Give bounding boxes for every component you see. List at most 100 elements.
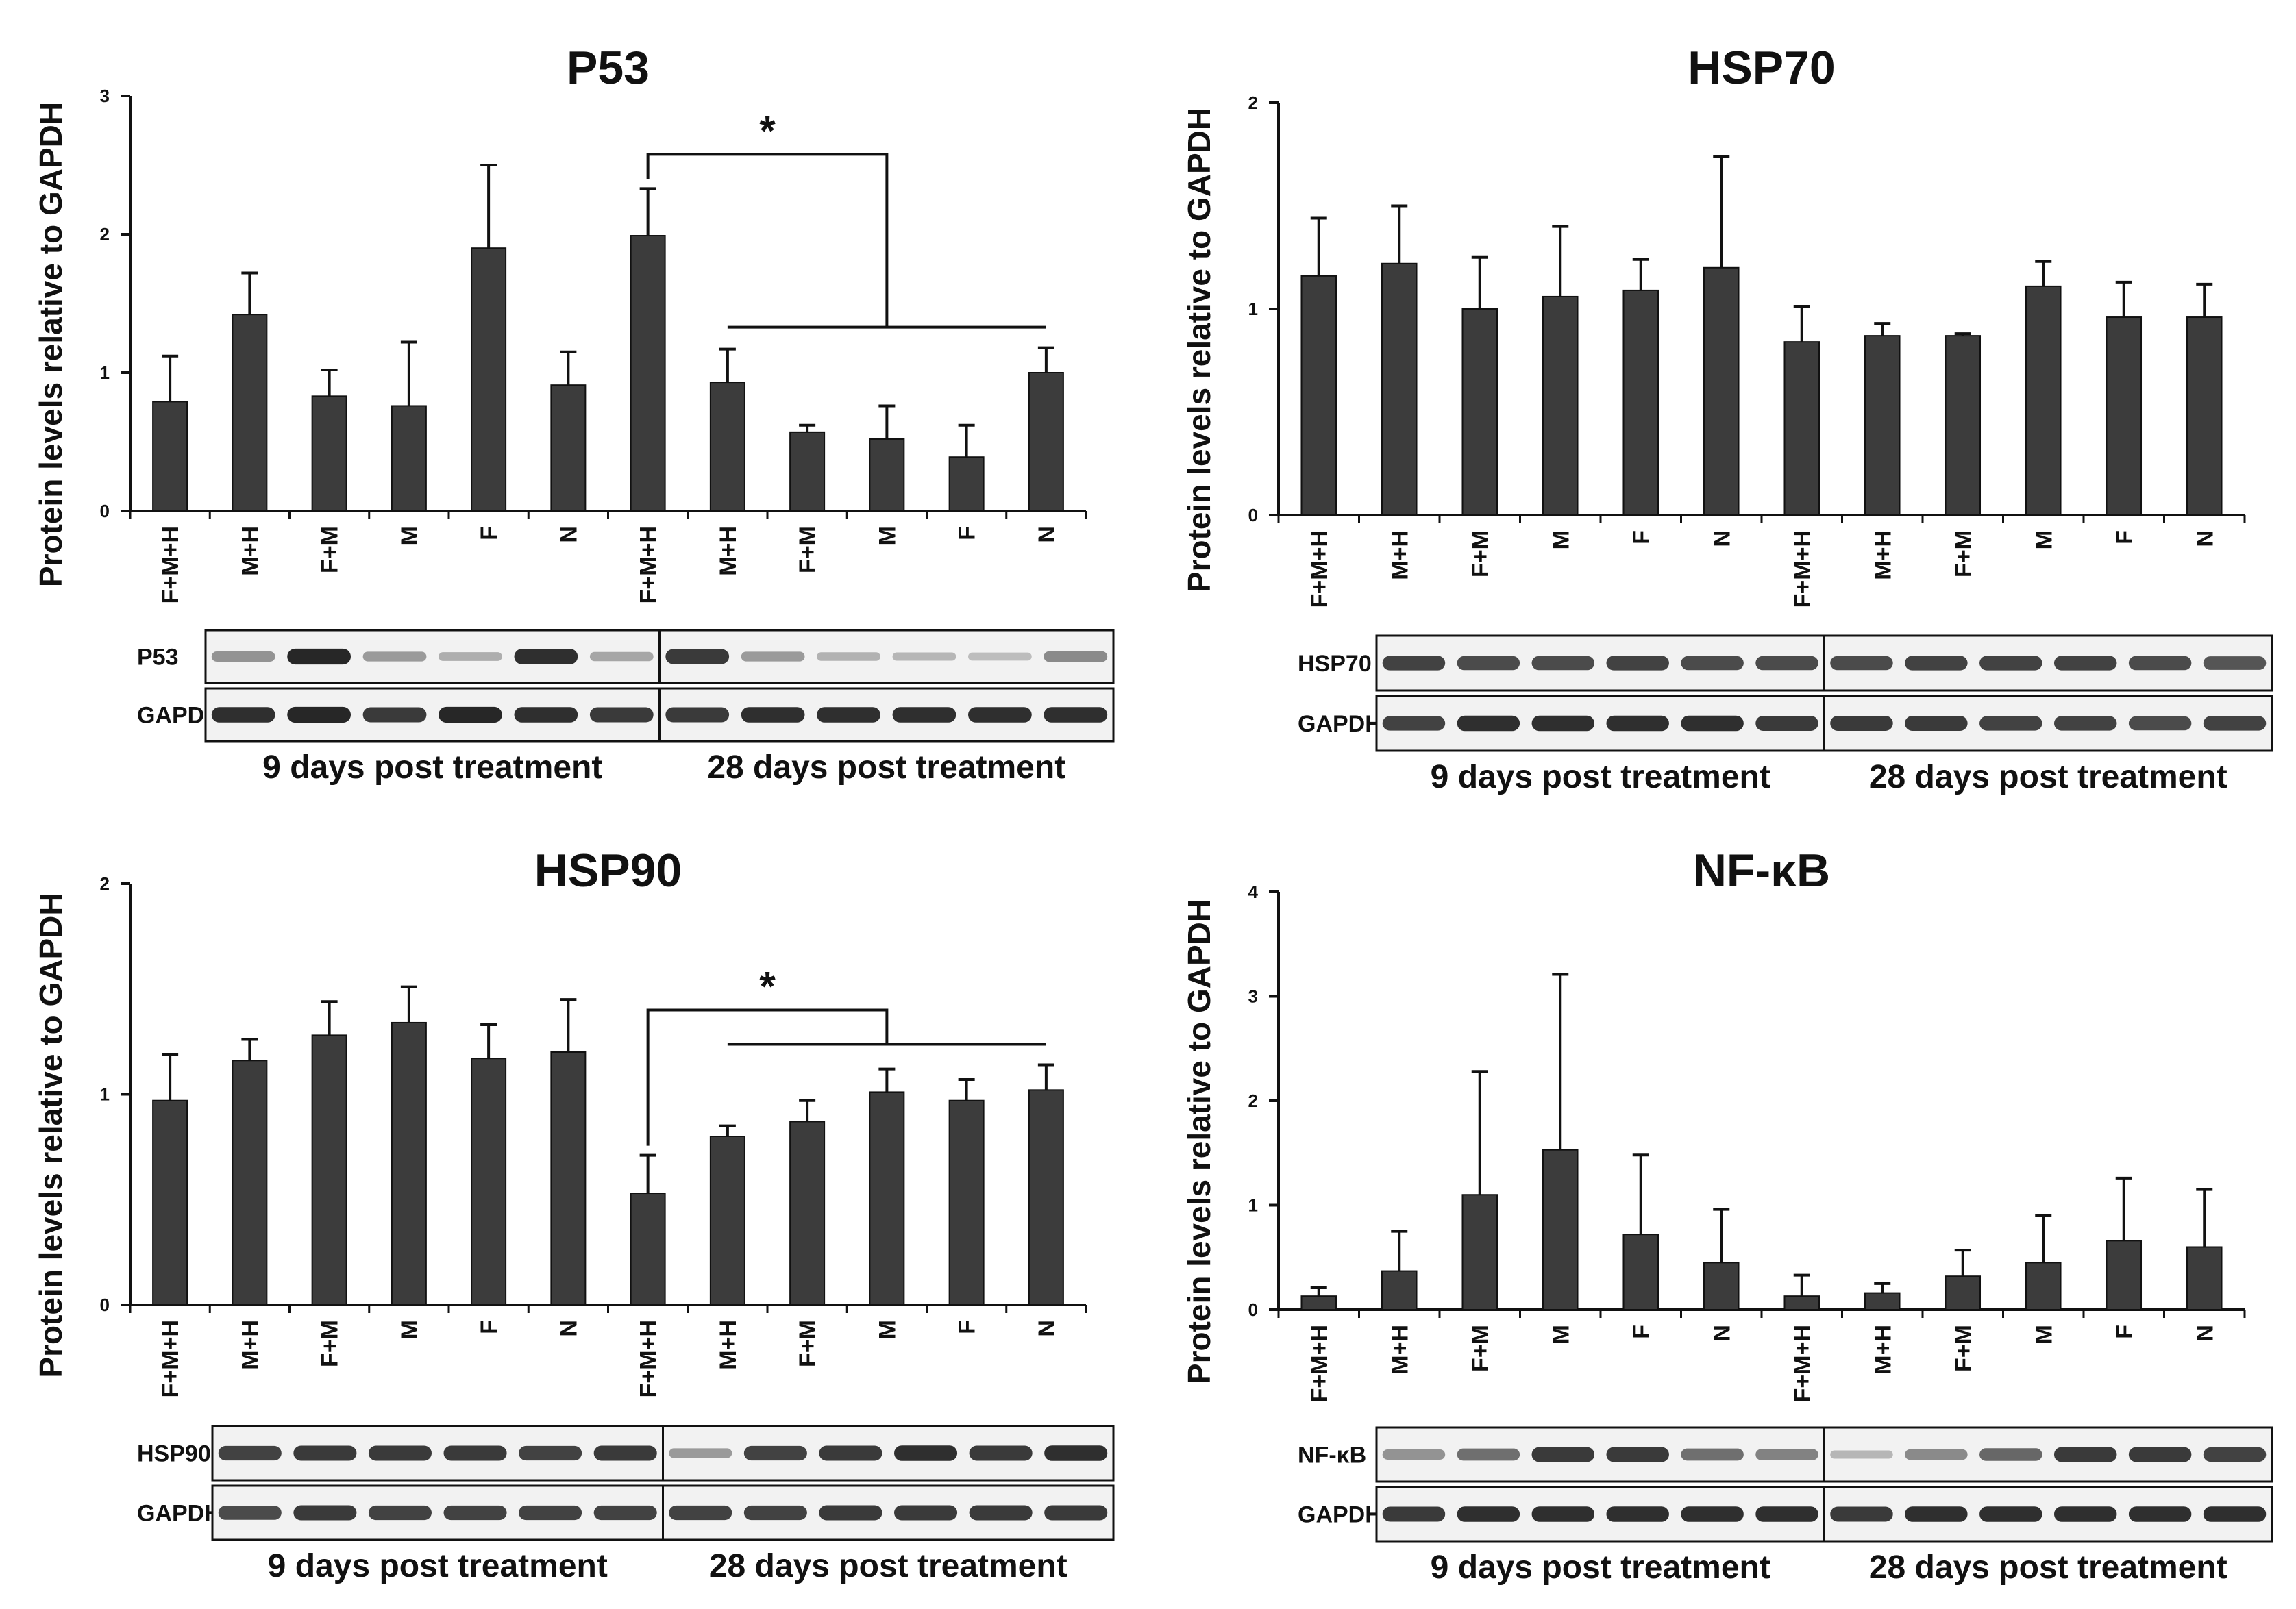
x-tick-label: F+M [795, 526, 821, 573]
x-tick-label: M [2031, 530, 2057, 549]
bar [948, 456, 985, 512]
blot-band [1755, 1506, 1818, 1522]
x-tick-label: N [1034, 1320, 1060, 1337]
bar [550, 1051, 587, 1306]
x-tick-label: M [2031, 1325, 2057, 1344]
x-tick-label: F [1629, 1325, 1655, 1339]
blot-band [1457, 715, 1520, 732]
chart-nfkb: NF-κB Protein levels relative to GAPDH 0 1 2… [1181, 845, 2273, 1586]
blot-band [1755, 1449, 1818, 1460]
blot-band [1905, 1506, 1968, 1522]
blot-band [1044, 1505, 1108, 1521]
y-axis-label: Protein levels relative to GAPDH [33, 893, 69, 1377]
blot-band [817, 652, 880, 661]
chart-p53: P53 Protein levels relative to GAPDH 0 1 2 3 F… [33, 42, 1115, 786]
y-tick-label: 2 [1248, 92, 1258, 113]
blot-band [211, 651, 275, 662]
x-tick-label: F+M+H [158, 1320, 184, 1397]
blot-band [1979, 1448, 2042, 1461]
x-tick-label: F [476, 1320, 502, 1334]
bar [471, 247, 507, 512]
blot-row-label: P53 [137, 645, 179, 671]
x-tick-label: N [2192, 1325, 2218, 1342]
blot-group-label: 9 days post treatment [1431, 1549, 1770, 1586]
y-tick-label: 0 [100, 1295, 110, 1315]
blot-band [1531, 715, 1595, 732]
blot-band [2053, 656, 2117, 671]
x-tick-label: N [1034, 526, 1060, 543]
x-tick-label: F+M [317, 1320, 343, 1367]
blot-band [1681, 656, 1744, 671]
blot-band [665, 649, 730, 664]
blot-band [2128, 1506, 2192, 1522]
blot-band [1382, 1449, 1446, 1460]
blot-band [743, 1445, 807, 1461]
blot-row-label: GAPDH [137, 1501, 221, 1527]
bar [471, 1058, 507, 1306]
blot-band [894, 1505, 958, 1521]
x-tick-label: M [874, 526, 900, 545]
blot-band [1606, 1506, 1669, 1522]
blot-band [2053, 1447, 2117, 1462]
blot-band [1044, 1445, 1108, 1461]
x-tick-label: M+H [1387, 530, 1413, 580]
x-tick-label: N [556, 526, 582, 543]
blot-band [211, 707, 275, 723]
x-tick-label: F [954, 526, 980, 540]
blot-band [439, 652, 502, 661]
x-tick-label: M [1548, 530, 1574, 549]
blot-band [287, 706, 351, 723]
blot-band [892, 707, 956, 723]
bar [1783, 341, 1820, 516]
blot-band [892, 652, 956, 661]
blot-band [1382, 1506, 1446, 1522]
blot-row-label: NF-κB [1298, 1443, 1366, 1469]
x-tick-label: M+H [1870, 1325, 1896, 1375]
blot-band [2128, 716, 2192, 731]
blot-band [514, 707, 578, 723]
blot-band [1905, 716, 1968, 731]
x-tick-label: N [1709, 530, 1735, 547]
y-tick-label: 2 [100, 873, 110, 894]
significance-star: * [759, 108, 776, 153]
bar [2186, 316, 2223, 516]
bar [1864, 335, 1901, 516]
blot-band [968, 652, 1032, 661]
blot-band [1382, 716, 1446, 731]
bar [550, 384, 587, 512]
bar [311, 1034, 347, 1306]
bar [1300, 1295, 1337, 1310]
blot-band [1830, 656, 1893, 671]
bar [709, 382, 745, 512]
blot-band [218, 1445, 282, 1461]
blot-group-label: 9 days post treatment [268, 1548, 608, 1584]
x-tick-label: F [2112, 530, 2138, 545]
bar [391, 405, 427, 512]
blot-band [1755, 716, 1818, 731]
blot-band [741, 651, 805, 662]
x-tick-label: F+M+H [636, 1320, 662, 1397]
blot-band [2203, 1447, 2267, 1462]
bar [869, 1091, 905, 1306]
x-tick-label: N [1709, 1325, 1735, 1342]
blot-band [362, 651, 427, 662]
blot-band [1382, 656, 1446, 671]
blot-band [819, 1445, 882, 1461]
chart-hsp70: HSP70 Protein levels relative to GAPDH 0 1 2… [1181, 42, 2273, 795]
bar [1622, 289, 1659, 516]
bar [1945, 1275, 1982, 1311]
x-tick-label: M+H [715, 526, 741, 576]
y-tick-label: 1 [100, 1084, 110, 1105]
bar [232, 314, 268, 512]
y-axis-label: Protein levels relative to GAPDH [33, 102, 69, 587]
blot-band [665, 707, 730, 723]
x-tick-label: F [476, 526, 502, 540]
blot-band [1606, 715, 1669, 732]
significance-bracket [646, 153, 889, 327]
chart-title: HSP90 [534, 845, 682, 897]
blot-band [1457, 1506, 1520, 1522]
panel-hsp70: HSP70 Protein levels relative to GAPDH 0 1 2… [1148, 0, 2296, 803]
bar [1542, 295, 1579, 516]
blot-band [443, 1505, 507, 1521]
x-tick-label: F+M+H [158, 526, 184, 603]
